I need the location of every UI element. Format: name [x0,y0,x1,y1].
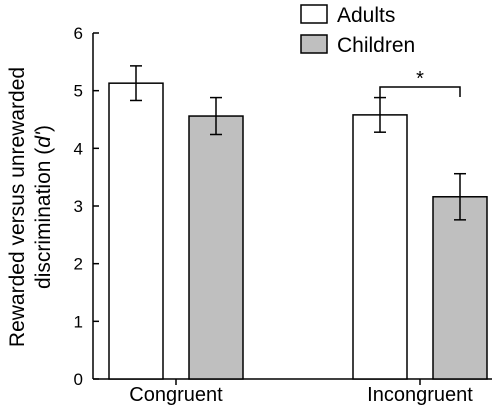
x-category-label-incongruent: Incongruent [367,384,473,406]
y-tick-label: 5 [74,82,83,101]
y-tick-label: 3 [74,197,83,216]
legend-swatch-adults [300,4,328,24]
bar-children-congruent [188,115,244,380]
y-tick-label: 6 [74,24,83,43]
legend-label-adults: Adults [337,4,395,27]
legend: Adults Children [300,4,415,57]
x-axis: Congruent Incongruent [93,378,492,406]
y-axis: 0 1 2 3 4 5 6 [74,24,99,389]
significance-star: * [416,68,424,90]
y-axis-title-line1: Rewarded versus unrewarded [6,67,29,347]
error-bars [130,65,466,221]
y-axis-title-line2-suffix: ) [32,125,55,132]
bars [108,82,488,380]
y-axis-title-line2-prefix: discrimination ( [32,148,55,289]
y-tick-label: 4 [74,139,83,158]
y-axis-title-line2: discrimination (d') [32,125,55,289]
bar-adults-incongruent [352,114,408,380]
significance-marker: * [379,68,461,97]
legend-swatch-children [300,34,328,54]
bar-adults-congruent [108,82,164,380]
y-axis-title: Rewarded versus unrewarded discriminatio… [6,67,55,347]
y-tick-label: 0 [74,370,83,389]
significance-bracket [379,86,461,97]
bar-children-incongruent [432,196,488,380]
x-category-label-congruent: Congruent [129,384,223,406]
y-axis-title-line2-italic: d' [32,131,55,148]
legend-label-children: Children [337,34,415,57]
y-tick-label: 1 [74,312,83,331]
y-tick-label: 2 [74,255,83,274]
